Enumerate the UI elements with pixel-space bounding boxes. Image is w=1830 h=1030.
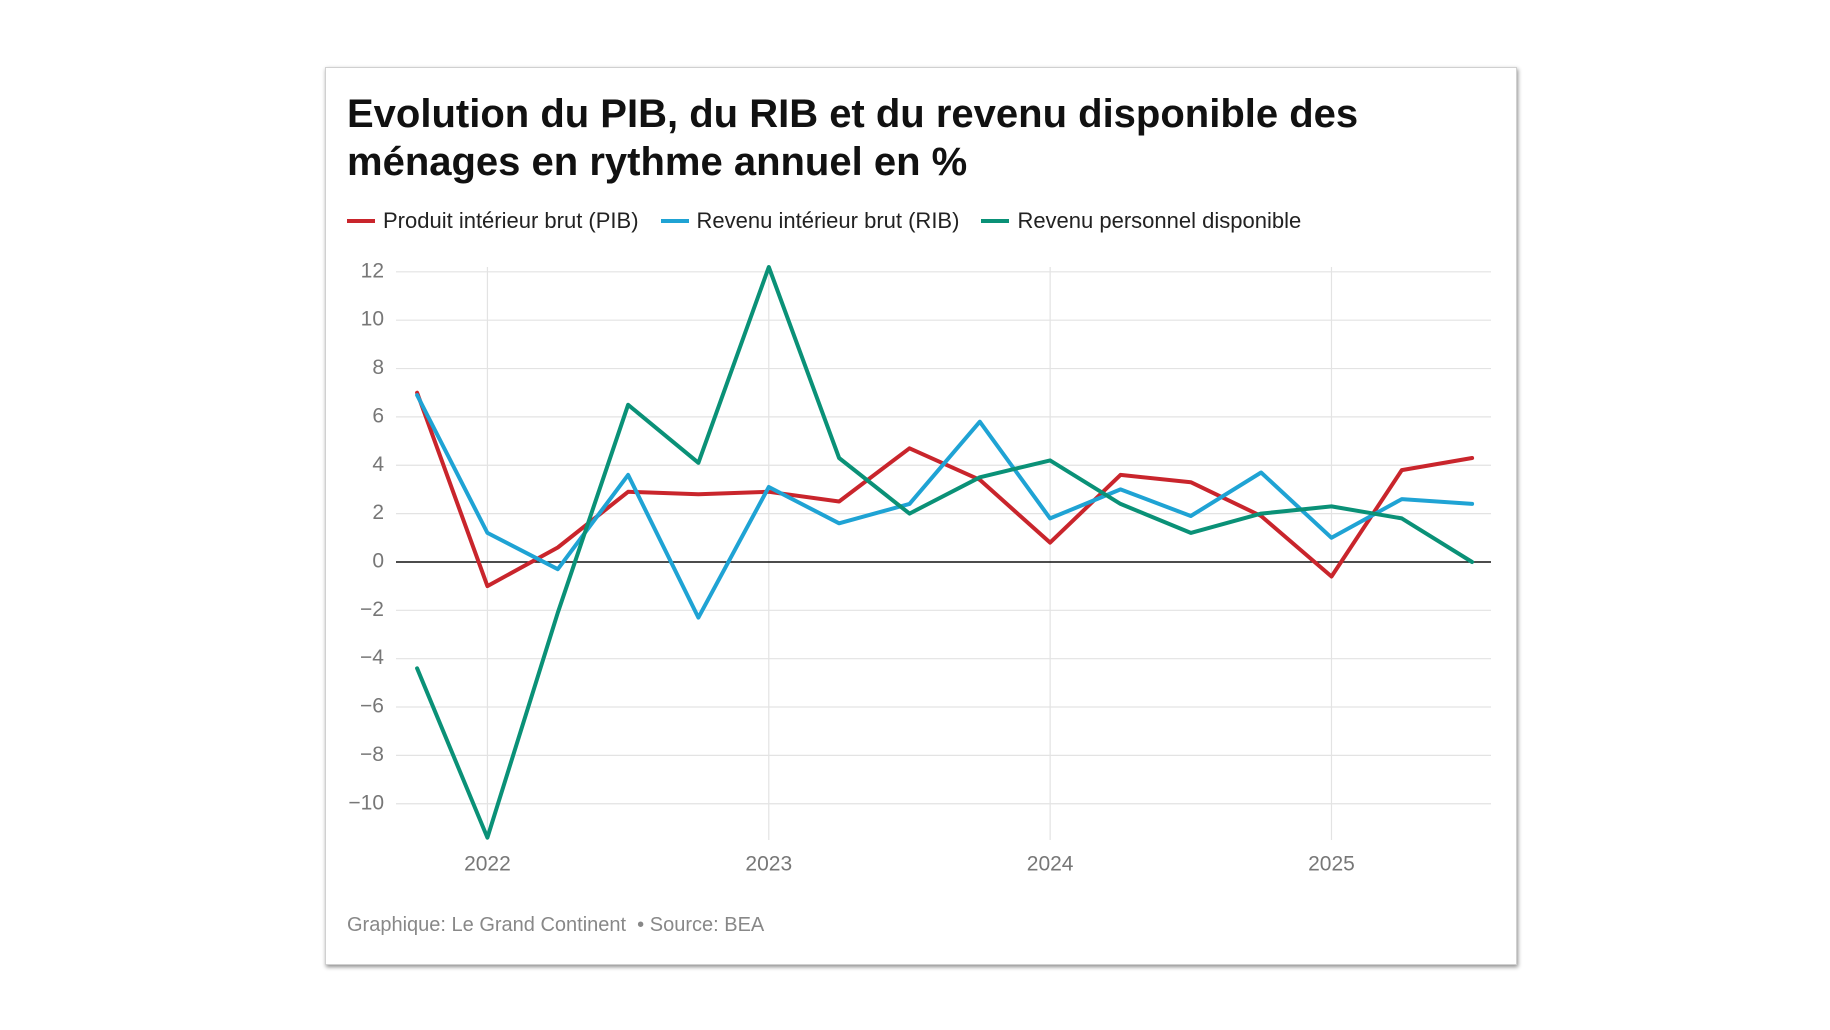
y-tick-label: 4 [372,453,384,476]
y-tick-label: 6 [372,404,384,427]
x-tick-label: 2022 [464,853,511,876]
footer: Graphique: Le Grand Continent • Source: … [347,914,765,936]
legend-label: Produit intérieur brut (PIB) [383,208,639,233]
y-tick-label: −2 [360,598,384,621]
y-tick-label: 10 [361,308,384,331]
series-line [415,265,1475,840]
y-tick-label: 2 [372,501,384,524]
legend-item: Revenu personnel disponible [981,208,1301,234]
legend: Produit intérieur brut (PIB) Revenu intér… [347,208,1301,234]
y-tick-label: −4 [360,646,384,669]
y-tick-label: 0 [372,550,384,573]
legend-label: Revenu intérieur brut (RIB) [696,208,960,233]
chart-title: Evolution du PIB, du RIB et du revenu di… [347,92,1359,184]
series-line [415,393,1475,620]
y-tick-label: −6 [360,695,384,718]
y-tick-label: 8 [372,356,384,379]
legend-label: Revenu personnel disponible [1017,208,1302,233]
legend-swatch [660,219,689,223]
chart-card: Evolution du PIB, du RIB et du revenu di… [325,67,1517,965]
y-tick-label: −8 [360,743,384,766]
legend-item: Revenu intérieur brut (RIB) [660,208,960,234]
legend-swatch [981,219,1010,223]
y-tick-label: −10 [348,791,384,814]
x-tick-label: 2025 [1308,853,1355,876]
x-tick-label: 2024 [1027,853,1074,876]
y-tick-label: 12 [361,259,384,282]
legend-item: Produit intérieur brut (PIB) [347,208,639,234]
x-tick-label: 2023 [745,853,792,876]
legend-swatch [347,219,375,223]
